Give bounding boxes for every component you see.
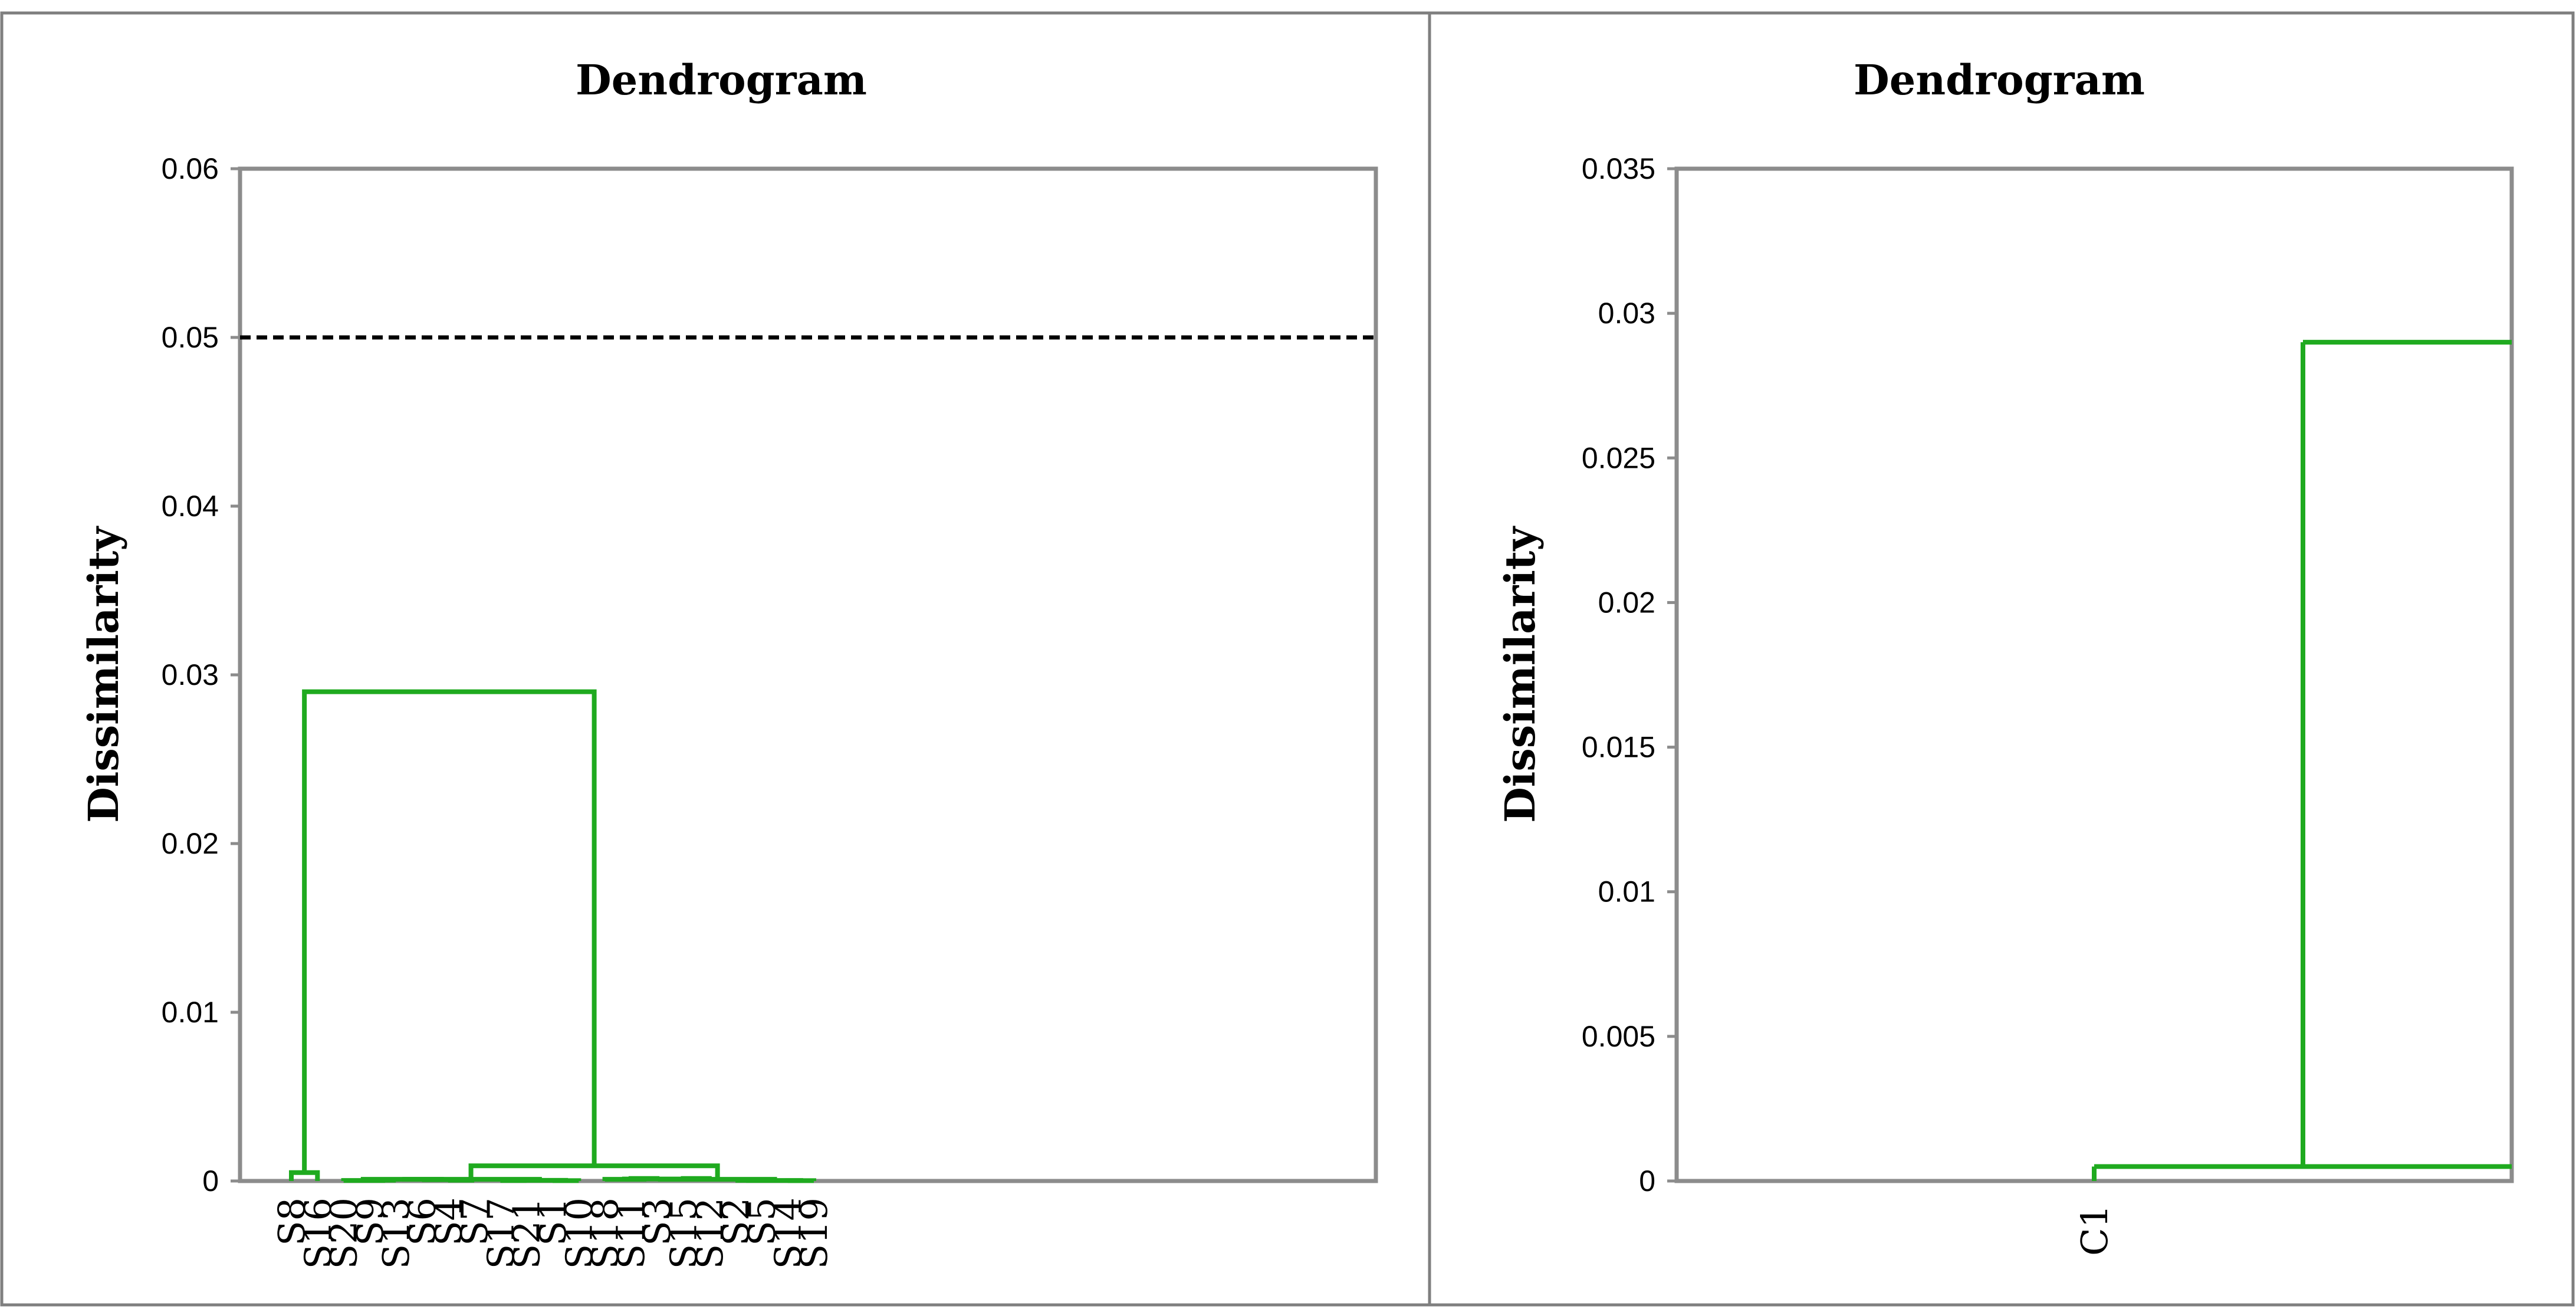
chart-title: Dendrogram bbox=[576, 55, 867, 104]
leaf-label: S14 bbox=[767, 1198, 810, 1269]
leaf-label: S13 bbox=[374, 1198, 418, 1269]
leaf-label: S1 bbox=[531, 1198, 574, 1246]
y-axis-label: Dissimilarity bbox=[79, 526, 128, 823]
y-tick-label: 0.025 bbox=[1582, 441, 1655, 474]
y-tick-label: 0.05 bbox=[162, 321, 219, 354]
dendrogram-link bbox=[302, 689, 597, 1173]
y-tick-label: 0 bbox=[1639, 1164, 1655, 1198]
leaf-label: S21 bbox=[505, 1198, 548, 1269]
leaf-label: S16 bbox=[296, 1198, 339, 1269]
y-tick-label: 0.01 bbox=[1598, 875, 1655, 908]
leaf-label: S7 bbox=[453, 1198, 496, 1246]
dendrogram-link bbox=[402, 1177, 542, 1182]
plot-area bbox=[238, 166, 1378, 1183]
y-axis-ticks: 0 0.005 0.01 0.015 0.02 0.025 0.03 0.035 bbox=[1582, 152, 1677, 1198]
plot-area bbox=[1674, 166, 2514, 1183]
leaf-label: S9 bbox=[349, 1198, 392, 1246]
y-tick-label: 0.02 bbox=[1598, 586, 1655, 619]
y-tick-label: 0.015 bbox=[1582, 731, 1655, 764]
leaf-label: S4 bbox=[427, 1198, 470, 1246]
figure-frame bbox=[0, 11, 2575, 1307]
y-tick-label: 0.035 bbox=[1582, 152, 1655, 185]
y-tick-label: 0.01 bbox=[162, 996, 219, 1029]
y-tick-label: 0.04 bbox=[162, 490, 219, 523]
leaf-label: S2 bbox=[714, 1198, 757, 1246]
leaf-label: S18 bbox=[584, 1198, 627, 1269]
leaf-label: S5 bbox=[740, 1198, 783, 1246]
dendrogram-links bbox=[2092, 340, 2512, 1181]
leaf-label: S8 bbox=[270, 1198, 313, 1246]
y-tick-label: 0.03 bbox=[1598, 297, 1655, 330]
y-tick-label: 0.03 bbox=[162, 658, 219, 691]
y-axis-label: Dissimilarity bbox=[1496, 526, 1545, 823]
leaf-label: S20 bbox=[323, 1198, 366, 1269]
chart-title: Dendrogram bbox=[1854, 55, 2145, 104]
y-tick-label: 0.06 bbox=[162, 152, 219, 185]
leaf-label: S3 bbox=[636, 1198, 679, 1246]
leaf-label: C1 bbox=[2073, 1205, 2116, 1256]
x-axis-leaf-labels: C1 bbox=[2073, 1205, 2116, 1256]
leaf-label: S6 bbox=[401, 1198, 444, 1246]
leaf-label: S17 bbox=[479, 1198, 522, 1269]
leaf-label: S15 bbox=[662, 1198, 705, 1269]
left-dendrogram-panel: Dendrogram Dissimilarity 0 0.01 0.02 0.03 0.… bbox=[79, 55, 1378, 1269]
y-axis-ticks: 0 0.01 0.02 0.03 0.04 0.05 0.06 bbox=[162, 152, 240, 1198]
right-dendrogram-panel: Dendrogram Dissimilarity 0 0.005 0.01 0.015… bbox=[1496, 55, 2514, 1256]
y-tick-label: 0 bbox=[202, 1164, 219, 1198]
y-tick-label: 0.005 bbox=[1582, 1020, 1655, 1053]
dendrogram-links bbox=[289, 689, 816, 1183]
x-axis-leaf-labels: S8S16S20S9S13S6S4S7S17S21S1S10S18S11S3S1… bbox=[270, 1198, 836, 1269]
y-tick-label: 0.02 bbox=[162, 827, 219, 860]
leaf-label: S10 bbox=[557, 1198, 600, 1269]
leaf-label: S19 bbox=[793, 1198, 836, 1269]
leaf-label: S11 bbox=[610, 1198, 653, 1269]
leaf-label: S12 bbox=[688, 1198, 731, 1269]
